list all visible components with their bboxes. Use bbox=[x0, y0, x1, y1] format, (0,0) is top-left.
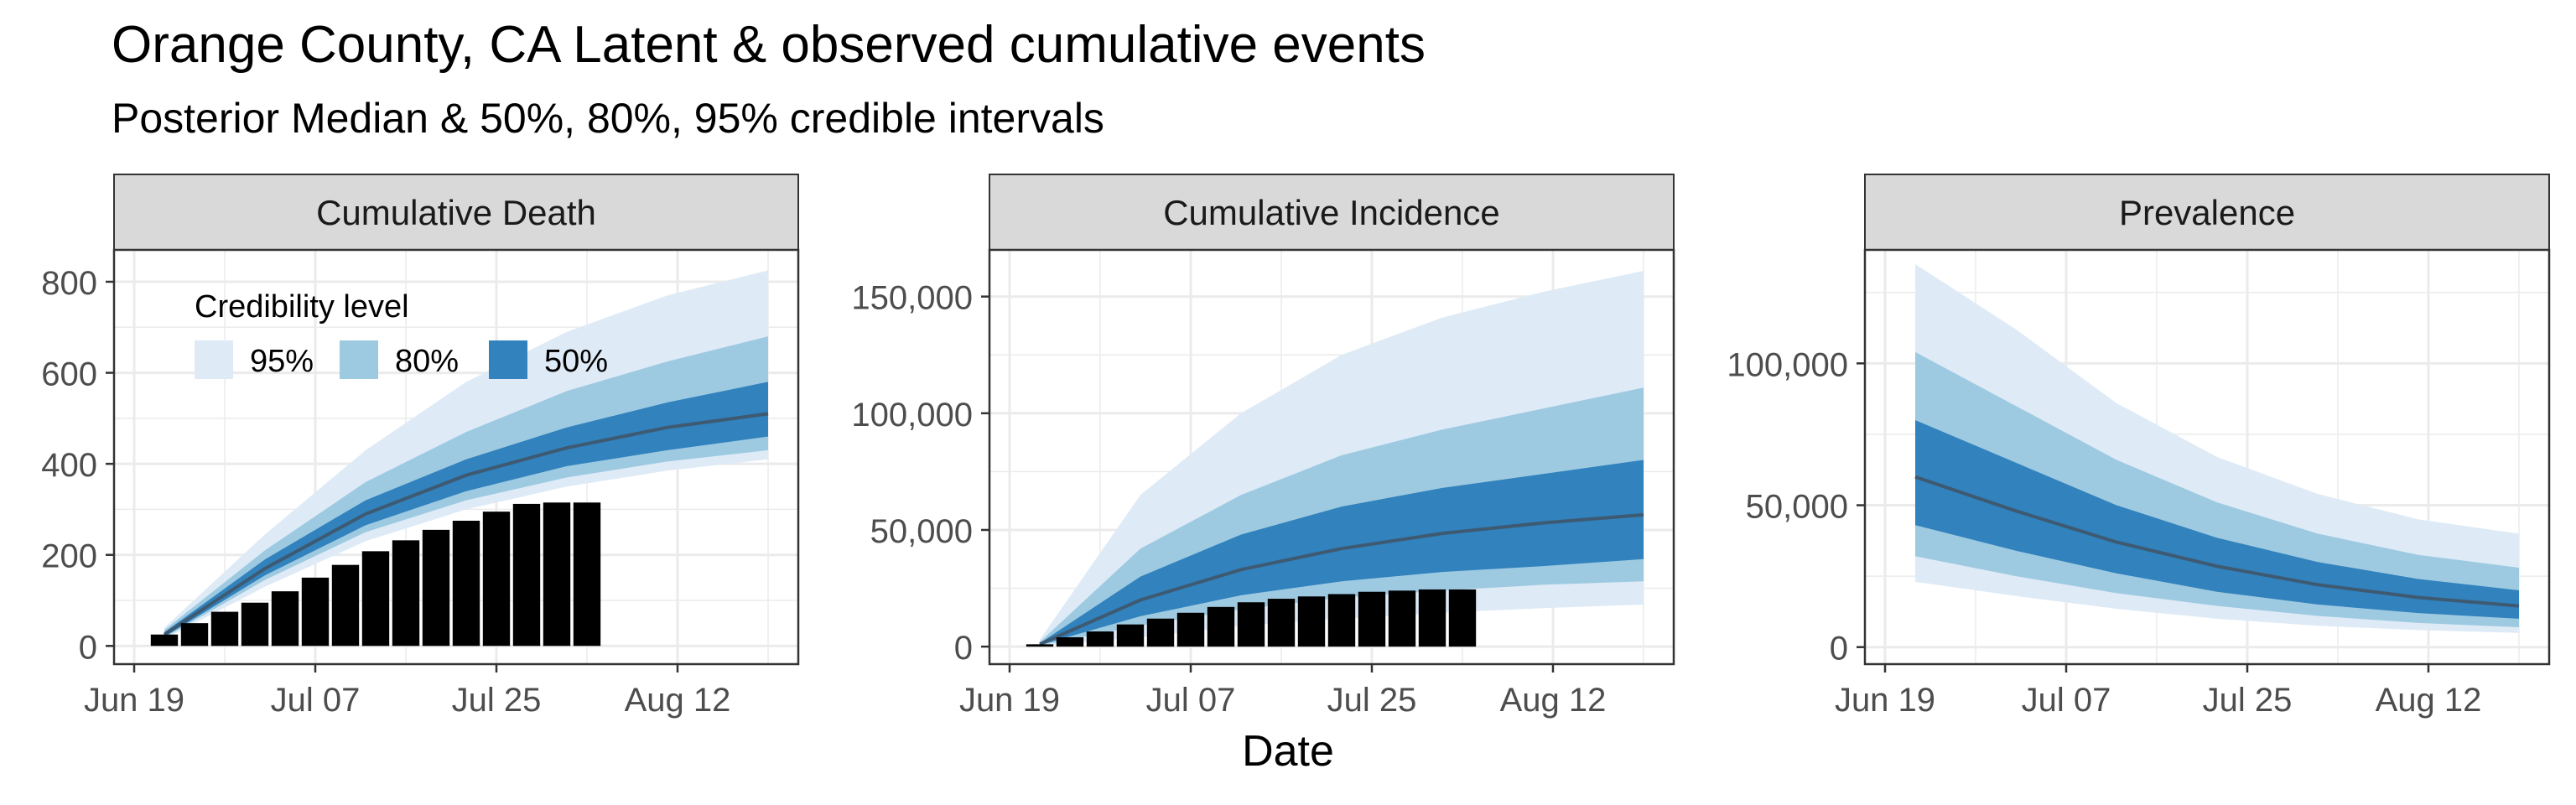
x-tick-label: Jul 07 bbox=[2022, 682, 2111, 719]
chart-subtitle: Posterior Median & 50%, 80%, 95% credibl… bbox=[112, 95, 1104, 142]
observed-bar bbox=[512, 503, 541, 647]
y-tick-label: 100,000 bbox=[1727, 346, 1848, 383]
observed-bar bbox=[150, 634, 179, 647]
facet-strip bbox=[989, 174, 1675, 251]
median-line bbox=[1914, 475, 2520, 608]
facet-strip-label: Cumulative Death bbox=[316, 193, 596, 232]
y-tick-label: 800 bbox=[41, 265, 97, 302]
observed-bar bbox=[1297, 596, 1326, 647]
legend-key-95% bbox=[195, 340, 233, 379]
x-tick-label: Jul 07 bbox=[1146, 682, 1236, 719]
panel-border bbox=[988, 248, 1675, 666]
observed-bar bbox=[210, 611, 239, 647]
observed-bar bbox=[271, 591, 299, 647]
facet-panel-1: Cumulative Death 0 200 400 600 800 Jun 19 Jul 0… bbox=[41, 174, 800, 719]
x-tick-label: Aug 12 bbox=[1500, 682, 1607, 719]
ribbon-50 bbox=[1915, 420, 2519, 619]
observed-bar bbox=[1116, 624, 1145, 647]
observed-bar bbox=[1237, 602, 1265, 647]
legend-label: 95% bbox=[250, 344, 314, 379]
x-tick-label: Jul 25 bbox=[2203, 682, 2293, 719]
observed-bar bbox=[1176, 612, 1205, 647]
facet-strip-label: Cumulative Incidence bbox=[1163, 193, 1500, 232]
observed-bar bbox=[361, 551, 390, 647]
legend-title: Credibility level bbox=[195, 289, 409, 325]
y-tick-label: 600 bbox=[41, 356, 97, 393]
median-line bbox=[163, 412, 769, 636]
x-tick-label: Jul 07 bbox=[271, 682, 361, 719]
facet-strip-label: Prevalence bbox=[2119, 193, 2295, 232]
y-tick-label: 50,000 bbox=[870, 513, 973, 550]
y-tick-label: 50,000 bbox=[1746, 489, 1848, 526]
legend-key-50% bbox=[489, 340, 527, 379]
facet-panel-2: Cumulative Incidence 0 50,000 100,000 150,00… bbox=[851, 174, 1675, 719]
x-tick-label: Jun 19 bbox=[1835, 682, 1935, 719]
observed-bar bbox=[543, 502, 571, 647]
observed-bar bbox=[392, 540, 420, 647]
observed-bar bbox=[1388, 590, 1416, 647]
x-tick-label: Jun 19 bbox=[959, 682, 1060, 719]
panel-border bbox=[1863, 248, 2551, 666]
facet-strip bbox=[1864, 174, 2550, 251]
observed-bar bbox=[1056, 636, 1084, 647]
legend: Credibility level 95% 80% 50% bbox=[195, 289, 608, 379]
observed-bar bbox=[422, 529, 450, 647]
observed-bar bbox=[1146, 618, 1175, 647]
observed-bar bbox=[1086, 631, 1114, 647]
y-tick-label: 100,000 bbox=[851, 397, 973, 434]
y-tick-label: 0 bbox=[1830, 631, 1848, 667]
y-tick-label: 0 bbox=[79, 629, 97, 666]
legend-label: 80% bbox=[395, 344, 459, 379]
observed-bar bbox=[1327, 594, 1356, 647]
observed-bar bbox=[331, 564, 360, 647]
panel-border bbox=[112, 248, 800, 666]
x-tick-label: Aug 12 bbox=[625, 682, 731, 719]
x-tick-label: Jun 19 bbox=[84, 682, 184, 719]
observed-bar bbox=[1207, 606, 1235, 647]
observed-bar bbox=[241, 602, 269, 647]
y-tick-label: 0 bbox=[954, 630, 973, 667]
y-tick-label: 150,000 bbox=[851, 280, 973, 317]
observed-bar bbox=[1358, 591, 1386, 647]
observed-bar bbox=[180, 623, 209, 647]
ribbon-50 bbox=[164, 382, 768, 637]
legend-key-80% bbox=[340, 340, 378, 379]
observed-bar bbox=[1448, 589, 1477, 647]
observed-bar bbox=[1026, 644, 1054, 647]
observed-bar bbox=[301, 577, 330, 647]
y-tick-label: 400 bbox=[41, 447, 97, 484]
x-tick-label: Jul 25 bbox=[452, 682, 542, 719]
chart-title: Orange County, CA Latent & observed cumu… bbox=[112, 16, 1426, 74]
ribbon-50 bbox=[1040, 460, 1644, 646]
observed-bar bbox=[1418, 589, 1446, 647]
facet-panel-3: Prevalence 0 50,000 100,000 Jun 19 Jul 07 Jul … bbox=[1727, 174, 2551, 719]
y-tick-label: 200 bbox=[41, 538, 97, 575]
x-tick-label: Jul 25 bbox=[1327, 682, 1417, 719]
observed-bar bbox=[452, 521, 480, 647]
legend-label: 50% bbox=[544, 344, 608, 379]
observed-bar bbox=[482, 512, 511, 647]
observed-bar bbox=[573, 502, 601, 647]
x-axis-label: Date bbox=[1242, 727, 1334, 776]
median-line bbox=[1039, 512, 1644, 647]
observed-bar bbox=[1267, 599, 1296, 647]
x-tick-label: Aug 12 bbox=[2376, 682, 2482, 719]
